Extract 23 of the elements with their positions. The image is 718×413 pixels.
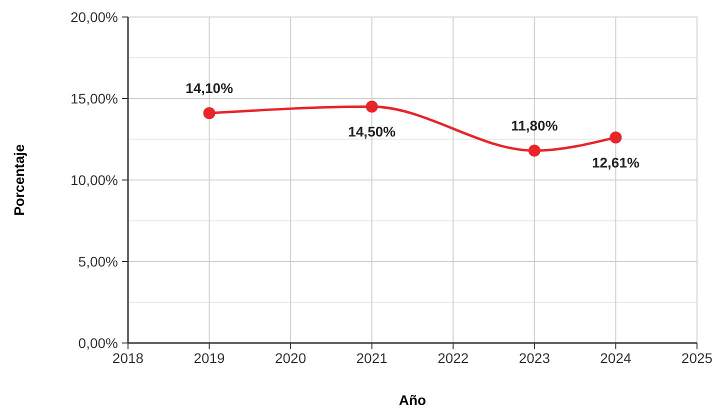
y-axis-title: Porcentaje — [11, 144, 27, 216]
y-tick-label: 15,00% — [70, 90, 118, 106]
x-tick-label: 2025 — [681, 350, 713, 366]
data-label: 12,61% — [592, 154, 640, 170]
data-label: 14,10% — [186, 80, 234, 96]
data-label: 11,80% — [511, 118, 558, 134]
point — [610, 131, 622, 144]
x-tick-label: 2024 — [600, 350, 632, 366]
x-tick-label: 2022 — [438, 350, 469, 366]
y-tick-label: 0,00% — [78, 335, 118, 351]
point — [203, 107, 216, 120]
x-tick-label: 2023 — [518, 350, 550, 366]
y-tick-label: 5,00% — [78, 254, 118, 270]
data-label: 14,50% — [348, 124, 396, 140]
x-tick-label: 2019 — [194, 350, 226, 366]
x-tick-label: 2018 — [112, 350, 144, 366]
x-tick-label: 2021 — [356, 350, 388, 366]
y-tick-label: 20,00% — [70, 9, 118, 25]
point — [528, 144, 540, 157]
point — [366, 100, 378, 113]
y-tick-label: 10,00% — [70, 172, 118, 188]
x-axis-title: Año — [398, 392, 426, 408]
x-tick-label: 2020 — [274, 350, 306, 366]
